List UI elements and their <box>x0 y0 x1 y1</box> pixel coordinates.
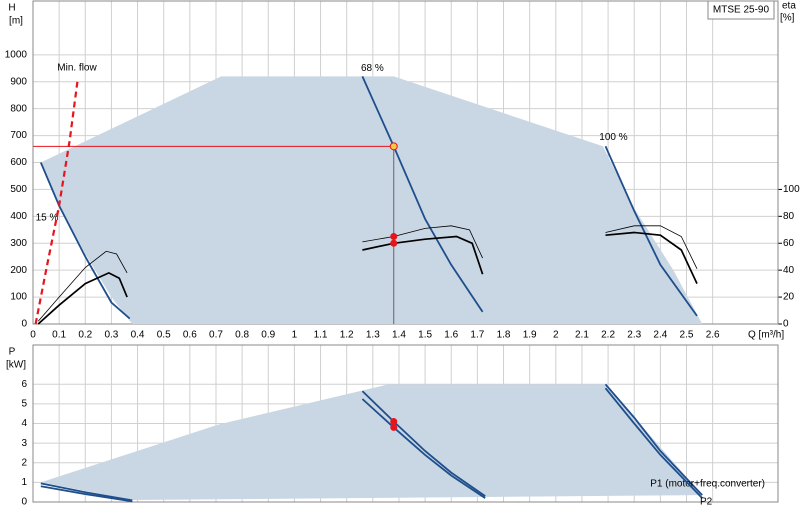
curve <box>40 383 703 502</box>
y2-axis-unit: [%] <box>780 13 795 24</box>
x-tick-label: 2.5 <box>680 330 694 341</box>
x-tick-label: 0.4 <box>131 330 145 341</box>
y-axis-unit: [m] <box>9 16 23 27</box>
y-axis-label: P <box>9 347 16 358</box>
x-axis-label: Q [m³/h] <box>748 330 784 341</box>
x-tick-label: 0.1 <box>52 330 66 341</box>
y-tick-label: 300 <box>10 238 27 249</box>
y-tick-label: 1000 <box>5 49 28 60</box>
curve-label: Min. flow <box>57 63 97 74</box>
x-tick-label: 1.7 <box>470 330 484 341</box>
duty-power-point <box>390 423 398 431</box>
x-tick-label: 0.3 <box>104 330 118 341</box>
x-tick-label: 2.3 <box>627 330 641 341</box>
y-tick-label: 4 <box>21 418 27 429</box>
x-tick-label: 0.7 <box>209 330 223 341</box>
y-tick-label: 5 <box>21 399 27 410</box>
x-tick-label: 1.9 <box>523 330 537 341</box>
x-tick-label: 0 <box>30 330 36 341</box>
duty-point <box>389 142 398 151</box>
y2-tick-label: 40 <box>783 265 795 276</box>
y-tick-label: 1 <box>21 477 27 488</box>
y-tick-label: 100 <box>10 292 27 303</box>
y-tick-label: 0 <box>21 319 27 330</box>
curve-label: 15 % <box>36 213 59 224</box>
curve <box>34 81 79 325</box>
x-tick-label: 0.5 <box>157 330 171 341</box>
efficiency-curve <box>37 225 698 322</box>
y2-tick-label: 100 <box>783 184 800 195</box>
curve <box>361 76 484 313</box>
y-tick-label: 2 <box>21 457 27 468</box>
y-tick-label: 0 <box>21 497 27 508</box>
y-tick-label: 200 <box>10 265 27 276</box>
curve-label: P2 <box>700 497 713 508</box>
y-tick-label: 3 <box>21 438 27 449</box>
x-tick-label: 1.4 <box>392 330 406 341</box>
x-tick-label: 2.2 <box>601 330 615 341</box>
x-tick-label: 2.4 <box>653 330 667 341</box>
duty-eta-point <box>390 239 398 247</box>
x-tick-label: 0.8 <box>235 330 249 341</box>
y-axis-label: H <box>8 3 15 14</box>
duty-eta-point <box>390 233 398 241</box>
curve <box>39 162 131 320</box>
x-tick-label: 2.1 <box>575 330 589 341</box>
y-tick-label: 6 <box>21 379 27 390</box>
y-tick-label: 700 <box>10 130 27 141</box>
x-tick-label: 1.8 <box>497 330 511 341</box>
y2-axis-label: eta <box>782 1 796 12</box>
curve-label: P1 (motor+freq.converter) <box>650 479 765 490</box>
y2-tick-label: 0 <box>783 319 789 330</box>
curve <box>604 145 698 317</box>
y-axis-unit: [kW] <box>6 360 26 371</box>
y-tick-label: 400 <box>10 211 27 222</box>
x-tick-label: 0.2 <box>78 330 92 341</box>
operating-area <box>40 384 703 500</box>
y2-tick-label: 80 <box>783 211 795 222</box>
chart-title: MTSE 25-90 <box>713 5 770 16</box>
y-tick-label: 600 <box>10 157 27 168</box>
curve <box>40 387 703 503</box>
y-tick-label: 500 <box>10 184 27 195</box>
y2-tick-label: 20 <box>783 292 795 303</box>
duty-power-point <box>390 418 398 426</box>
x-tick-label: 1 <box>292 330 298 341</box>
x-tick-label: 0.9 <box>261 330 275 341</box>
x-tick-label: 1.3 <box>366 330 380 341</box>
x-tick-label: 2.6 <box>706 330 720 341</box>
y2-tick-label: 60 <box>783 238 795 249</box>
x-tick-label: 1.6 <box>444 330 458 341</box>
x-tick-label: 0.6 <box>183 330 197 341</box>
x-tick-label: 1.1 <box>314 330 328 341</box>
x-tick-label: 1.5 <box>418 330 432 341</box>
operating-area <box>40 76 703 325</box>
y-tick-label: 800 <box>10 103 27 114</box>
plot-frame <box>32 344 779 503</box>
x-tick-label: 1.2 <box>340 330 354 341</box>
x-tick-label: 2 <box>553 330 559 341</box>
y-tick-label: 900 <box>10 76 27 87</box>
title-box <box>707 0 775 20</box>
curve-label: 68 % <box>361 63 384 74</box>
efficiency-curve <box>37 231 698 325</box>
curve-label: 100 % <box>599 132 627 143</box>
